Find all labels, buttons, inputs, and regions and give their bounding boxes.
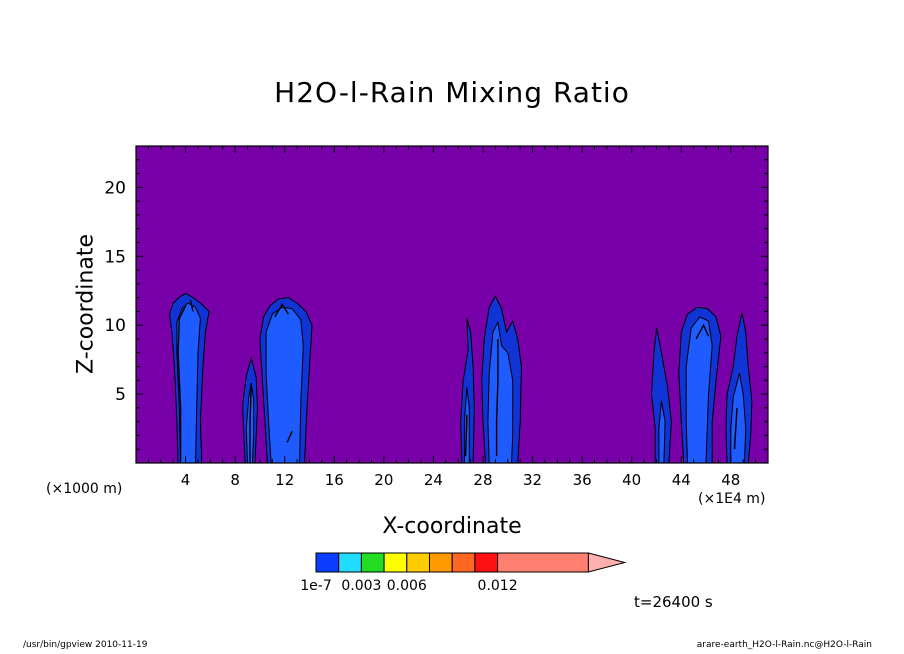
colorbar-swatch (497, 552, 589, 573)
footer-left: /usr/bin/gpview 2010-11-19 (23, 640, 148, 650)
plot-background (136, 146, 768, 463)
colorbar-label: 1e-7 (300, 578, 331, 594)
x-tick-label: 20 (374, 471, 393, 489)
x-tick-label: 48 (721, 471, 740, 489)
colorbar-label: 0.003 (341, 578, 381, 594)
colorbar-swatch (429, 552, 453, 573)
colorbar-swatch (474, 552, 499, 573)
x-tick-label: 16 (325, 471, 344, 489)
x-tick-label: 8 (230, 471, 240, 489)
contour-line (695, 323, 710, 340)
x-tick-label: 12 (275, 471, 294, 489)
y-tick-label: 15 (104, 247, 126, 267)
x-tick-label: 32 (523, 471, 542, 489)
colorbar-swatch (315, 552, 340, 573)
colorbar-swatch (451, 552, 476, 573)
contour-line (249, 387, 252, 463)
x-tick-label: 28 (473, 471, 492, 489)
contour-line (274, 303, 289, 318)
plot-frame (135, 145, 769, 464)
colorbar-label: 0.012 (478, 578, 518, 594)
x-tick-label: 40 (622, 471, 641, 489)
x-tick-label: 4 (181, 471, 191, 489)
y-axis-label: Z-coordinate (73, 234, 99, 374)
contour-line (286, 431, 293, 443)
time-annotation: t=26400 s (634, 593, 713, 611)
contour-line (464, 414, 468, 457)
footer-right: arare-earth_H2O-l-Rain.nc@H2O-l-Rain (696, 640, 872, 650)
contour-region-column-x29-inner (487, 320, 514, 463)
colorbar-arrow (587, 552, 627, 573)
x-axis-label: X-coordinate (382, 514, 522, 539)
colorbar-label: 0.006 (387, 578, 427, 594)
x-unit-right-label: (×1E4 m) (698, 491, 766, 507)
contour-region-column-x12-inner (265, 306, 304, 463)
contour-region-column-x43-outer (650, 327, 672, 463)
y-tick-label: 10 (104, 316, 126, 336)
y-tick-label: 20 (104, 178, 126, 198)
chart-title: H2O-l-Rain Mixing Ratio (274, 76, 630, 109)
contour-line (189, 300, 194, 312)
x-unit-left-label: (×1000 m) (46, 481, 123, 497)
x-tick-label: 24 (424, 471, 443, 489)
x-tick-label: 36 (573, 471, 592, 489)
colorbar-swatch (406, 552, 430, 573)
contour-line (495, 339, 499, 457)
contour-line (177, 305, 187, 461)
colorbar-swatch (338, 552, 362, 573)
y-tick-label: 5 (115, 385, 126, 405)
colorbar-swatch (383, 552, 408, 573)
colorbar-swatch (360, 552, 385, 573)
x-tick-label: 44 (672, 471, 691, 489)
contour-region-column-x43-inner (658, 400, 666, 463)
contour-line (733, 407, 738, 450)
contour-region-column-x45-inner (685, 316, 713, 463)
